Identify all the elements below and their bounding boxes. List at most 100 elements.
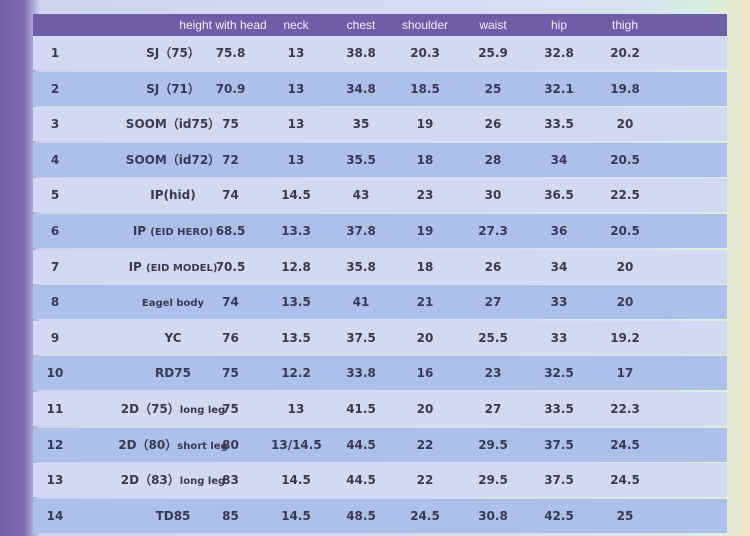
hip-value: 37.5 bbox=[544, 437, 574, 452]
hip-value: 33.5 bbox=[544, 117, 574, 132]
waist-value: 27 bbox=[484, 295, 502, 310]
neck-value: 14.5 bbox=[281, 508, 311, 523]
hip-value: 32.5 bbox=[544, 366, 574, 381]
model-name-main: 2D（75） bbox=[120, 402, 180, 416]
model-name: IP (EID MODEL) bbox=[88, 250, 258, 284]
hip-value: 33.5 bbox=[544, 402, 574, 416]
model-name: 2D（83）long leg bbox=[88, 463, 258, 497]
model-name: IP (EID HERO) bbox=[88, 214, 258, 248]
model-name-note: (EID MODEL) bbox=[146, 262, 218, 274]
shoulder-value: 20.3 bbox=[410, 46, 440, 60]
waist-value: 27.3 bbox=[478, 224, 508, 238]
height-value: 83 bbox=[222, 473, 239, 488]
neck-value: 12.8 bbox=[281, 259, 311, 274]
waist-value: 30.8 bbox=[478, 508, 508, 523]
table-row: 12 2D（80）short leg 80 13/14.5 44.5 22 29.5 37.5… bbox=[33, 427, 727, 462]
waist-value: 26 bbox=[484, 117, 502, 132]
thigh-value: 24.5 bbox=[610, 473, 640, 488]
size-chart-table: height with head neck chest shoulder wai… bbox=[33, 14, 727, 534]
chest-value: 37.5 bbox=[346, 330, 376, 345]
model-name: 2D（75）long leg bbox=[88, 392, 258, 426]
height-value: 76 bbox=[222, 330, 239, 345]
table-row: 14 TD85 85 14.5 48.5 24.5 30.8 42.5 25 bbox=[33, 498, 727, 533]
shoulder-value: 20 bbox=[416, 330, 434, 345]
chest-value: 44.5 bbox=[346, 437, 376, 452]
model-name-main: IP(hid) bbox=[150, 188, 196, 203]
hip-value: 32.8 bbox=[544, 46, 574, 60]
row-number: 4 bbox=[50, 152, 60, 167]
chest-value: 35.8 bbox=[346, 259, 376, 274]
neck-value: 14.5 bbox=[281, 473, 311, 488]
model-name-main: IP bbox=[128, 259, 146, 274]
model-name-main: TD85 bbox=[155, 508, 191, 523]
height-value: 75 bbox=[222, 402, 239, 416]
row-number: 12 bbox=[46, 437, 64, 452]
height-value: 70.5 bbox=[215, 259, 246, 274]
chest-value: 34.8 bbox=[346, 81, 376, 96]
model-name-note: long leg bbox=[179, 405, 226, 416]
shoulder-value: 21 bbox=[416, 295, 434, 310]
shoulder-value: 19 bbox=[416, 224, 434, 238]
model-name: RD75 bbox=[88, 356, 258, 390]
model-name: TD85 bbox=[88, 499, 258, 533]
table-row: 3 SOOM（id75） 75 13 35 19 26 33.5 20 bbox=[33, 107, 727, 142]
neck-value: 13 bbox=[287, 152, 305, 167]
shoulder-value: 20 bbox=[416, 402, 434, 416]
table-row: 13 2D（83）long leg 83 14.5 44.5 22 29.5 37.5 24.5 bbox=[33, 463, 727, 498]
chest-value: 38.8 bbox=[346, 46, 376, 60]
waist-value: 29.5 bbox=[478, 473, 508, 488]
hip-value: 33 bbox=[550, 330, 568, 345]
model-name-main: IP bbox=[132, 224, 151, 238]
table-row: 2 SJ（71） 70.9 13 34.8 18.5 25 32.1 19.8 bbox=[33, 71, 727, 106]
waist-value: 25.5 bbox=[478, 330, 508, 345]
shoulder-value: 24.5 bbox=[410, 508, 440, 523]
table-row: 4 SOOM（id72） 72 13 35.5 18 28 34 20.5 bbox=[33, 142, 727, 177]
height-value: 68.5 bbox=[215, 224, 246, 238]
row-number: 7 bbox=[50, 259, 60, 274]
row-number: 1 bbox=[50, 46, 60, 60]
hip-value: 36 bbox=[550, 224, 568, 238]
neck-value: 13 bbox=[287, 46, 305, 60]
thigh-value: 19.2 bbox=[610, 330, 640, 345]
height-value: 80 bbox=[222, 437, 239, 452]
hip-value: 37.5 bbox=[544, 473, 574, 488]
table-row: 7 IP (EID MODEL) 70.5 12.8 35.8 18 26 34 20 bbox=[33, 249, 727, 284]
hip-value: 36.5 bbox=[544, 188, 574, 203]
waist-value: 30 bbox=[484, 188, 502, 203]
waist-value: 26 bbox=[484, 259, 502, 274]
neck-value: 13/14.5 bbox=[271, 437, 322, 452]
header-hip: hip bbox=[550, 18, 567, 32]
hip-value: 42.5 bbox=[544, 508, 574, 523]
model-name: SOOM（id72） bbox=[88, 143, 258, 177]
model-name-main: SJ（71） bbox=[146, 81, 200, 96]
shoulder-value: 23 bbox=[416, 188, 434, 203]
row-number: 11 bbox=[46, 402, 64, 416]
height-value: 74 bbox=[222, 188, 239, 203]
table-row: 9 YC 76 13.5 37.5 20 25.5 33 19.2 bbox=[33, 320, 727, 355]
neck-value: 14.5 bbox=[281, 188, 311, 203]
table-row: 6 IP (EID HERO) 68.5 13.3 37.8 19 27.3 36 20.5 bbox=[33, 214, 727, 248]
chest-value: 41 bbox=[352, 295, 370, 310]
chest-value: 44.5 bbox=[346, 473, 376, 488]
shoulder-value: 19 bbox=[416, 117, 434, 132]
height-value: 75 bbox=[222, 117, 239, 132]
row-number: 13 bbox=[46, 473, 64, 488]
chest-value: 33.8 bbox=[346, 366, 376, 381]
waist-value: 29.5 bbox=[478, 437, 508, 452]
model-name: IP(hid) bbox=[88, 178, 258, 212]
neck-value: 13.5 bbox=[281, 295, 311, 310]
table-row: 1 SJ（75） 75.8 13 38.8 20.3 25.9 32.8 20.2 bbox=[33, 36, 727, 70]
table-row: 5 IP(hid) 74 14.5 43 23 30 36.5 22.5 bbox=[33, 178, 727, 213]
row-number: 10 bbox=[46, 366, 64, 381]
thigh-value: 20 bbox=[616, 117, 634, 132]
model-name-main: SOOM（id72） bbox=[125, 152, 221, 167]
chest-value: 35 bbox=[352, 117, 370, 132]
model-name-main: YC bbox=[164, 330, 182, 345]
neck-value: 13.3 bbox=[281, 224, 311, 238]
hip-value: 32.1 bbox=[544, 81, 574, 96]
model-name-main: SJ（75） bbox=[146, 46, 200, 60]
header-neck: neck bbox=[283, 18, 309, 32]
row-number: 6 bbox=[50, 224, 60, 238]
thigh-value: 20 bbox=[616, 295, 634, 310]
model-name-note: short leg bbox=[177, 440, 228, 452]
